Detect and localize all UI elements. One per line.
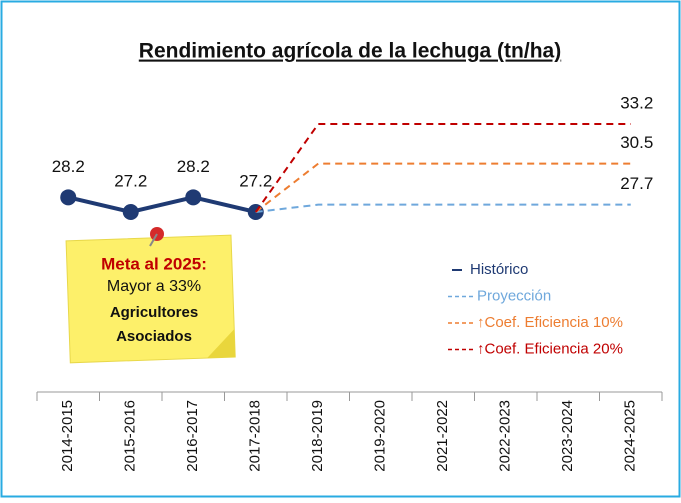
x-tick-label: 2017-2018 [247,400,264,472]
x-tick-label: 2019-2020 [372,400,389,472]
data-label: 27.2 [239,171,272,190]
data-label: 33.2 [620,93,653,112]
marker [60,189,77,206]
data-label: 30.5 [620,133,653,152]
x-tick-label: 2018-2019 [309,400,326,472]
series-line [254,123,631,213]
note-curl [207,329,236,359]
x-tick-label: 2016-2017 [184,400,201,472]
x-tick-label: 2014-2015 [59,400,76,472]
data-label: 27.7 [620,174,653,193]
data-label: 28.2 [177,157,210,176]
chart-title: Rendimiento agrícola de la lechuga (tn/h… [139,40,561,63]
note-line: Asociados [116,328,192,345]
data-label: 28.2 [52,157,85,176]
legend-label: ↑Coef. Eficiencia 10% [477,314,623,331]
pin-needle [149,233,158,247]
x-tick-label: 2021-2022 [434,400,451,472]
sticky-note [65,234,236,364]
data-label: 27.2 [114,171,147,190]
series-line [255,162,631,213]
x-tick-label: 2023-2024 [559,400,576,472]
legend-label: Proyección [477,287,551,304]
note-line: Mayor a 33% [107,278,201,295]
series-line [255,203,631,213]
x-tick-label: 2024-2025 [622,400,639,472]
x-tick-label: 2022-2023 [497,400,514,472]
note-title: Meta al 2025: [101,254,207,273]
x-tick-label: 2015-2016 [122,400,139,472]
series-line [67,195,257,215]
note-line: Agricultores [110,304,198,321]
marker [122,204,139,220]
marker [185,189,202,206]
legend-label: ↑Coef. Eficiencia 20% [477,340,623,357]
legend-label: Histórico [470,261,528,278]
note-paper [65,234,236,364]
